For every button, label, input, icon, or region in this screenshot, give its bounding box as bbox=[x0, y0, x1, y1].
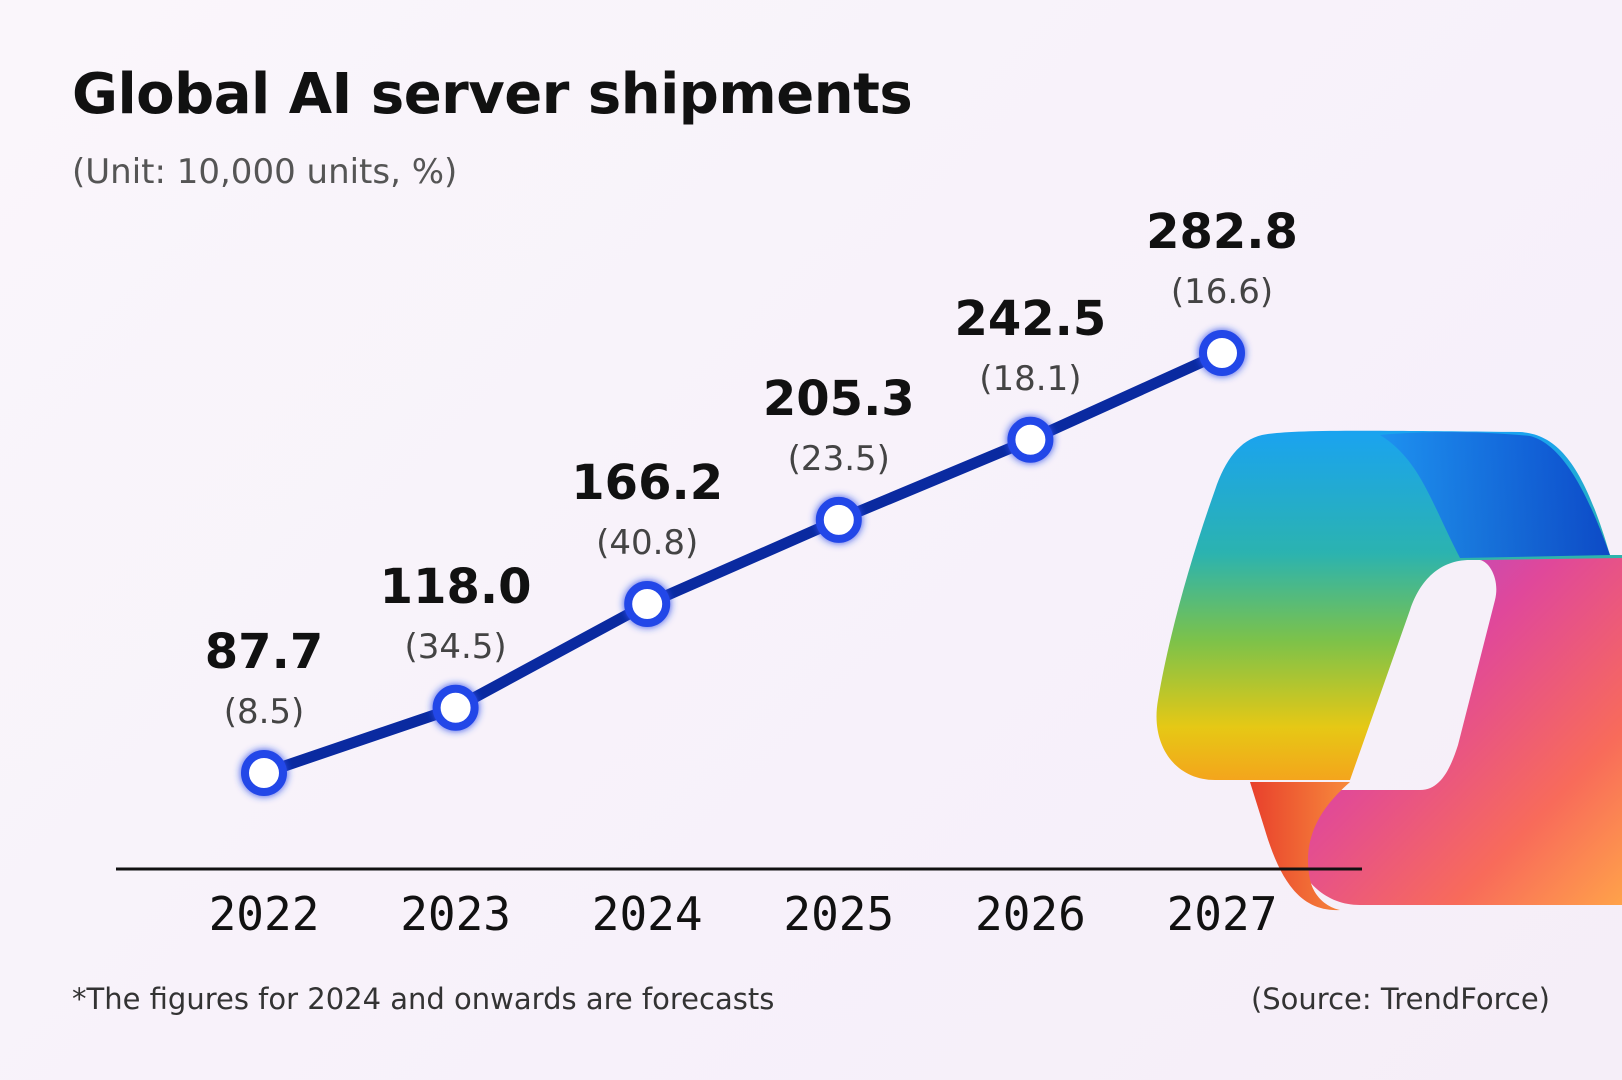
value-label-2026: 242.5 bbox=[954, 291, 1106, 347]
value-label-2024: 166.2 bbox=[571, 455, 723, 511]
x-tick-2026: 2026 bbox=[975, 887, 1086, 941]
growth-label-2025: (23.5) bbox=[788, 439, 890, 479]
x-tick-2023: 2023 bbox=[400, 887, 511, 941]
data-point-2024: 166.2 (40.8) 2024 bbox=[571, 455, 723, 941]
growth-label-2023: (34.5) bbox=[404, 627, 506, 667]
data-point-2022: 87.7 (8.5) 2022 bbox=[205, 624, 323, 941]
growth-label-2022: (8.5) bbox=[224, 692, 305, 732]
value-label-2022: 87.7 bbox=[205, 624, 323, 680]
copilot-logo-icon bbox=[1156, 430, 1622, 911]
value-label-2027: 282.8 bbox=[1146, 204, 1298, 260]
chart-title: Global AI server shipments bbox=[72, 62, 913, 127]
data-marker-2022 bbox=[241, 750, 287, 796]
series-line-shipments bbox=[258, 347, 1228, 779]
data-marker-2024 bbox=[624, 581, 671, 628]
data-point-2026: 242.5 (18.1) 2026 bbox=[954, 291, 1106, 941]
footnote: *The figures for 2024 and onwards are fo… bbox=[72, 982, 775, 1016]
growth-label-2024: (40.8) bbox=[596, 523, 698, 563]
growth-label-2027: (16.6) bbox=[1171, 272, 1273, 312]
growth-label-2026: (18.1) bbox=[979, 359, 1081, 399]
data-marker-2023 bbox=[432, 684, 479, 731]
data-marker-2025 bbox=[815, 496, 862, 543]
x-tick-2025: 2025 bbox=[783, 887, 894, 941]
x-tick-2024: 2024 bbox=[592, 887, 703, 941]
data-marker-2026 bbox=[1007, 416, 1054, 463]
data-point-2025: 205.3 (23.5) 2025 bbox=[763, 371, 915, 941]
data-marker-2027 bbox=[1199, 330, 1245, 376]
data-point-2027: 282.8 (16.6) 2027 bbox=[1146, 204, 1298, 941]
data-point-2023: 118.0 (34.5) 2023 bbox=[380, 559, 532, 941]
x-tick-2022: 2022 bbox=[209, 887, 320, 941]
x-tick-2027: 2027 bbox=[1167, 887, 1278, 941]
source-note: (Source: TrendForce) bbox=[1250, 982, 1550, 1016]
value-label-2025: 205.3 bbox=[763, 371, 915, 427]
chart-subtitle: (Unit: 10,000 units, %) bbox=[72, 152, 458, 192]
value-label-2023: 118.0 bbox=[380, 559, 532, 615]
